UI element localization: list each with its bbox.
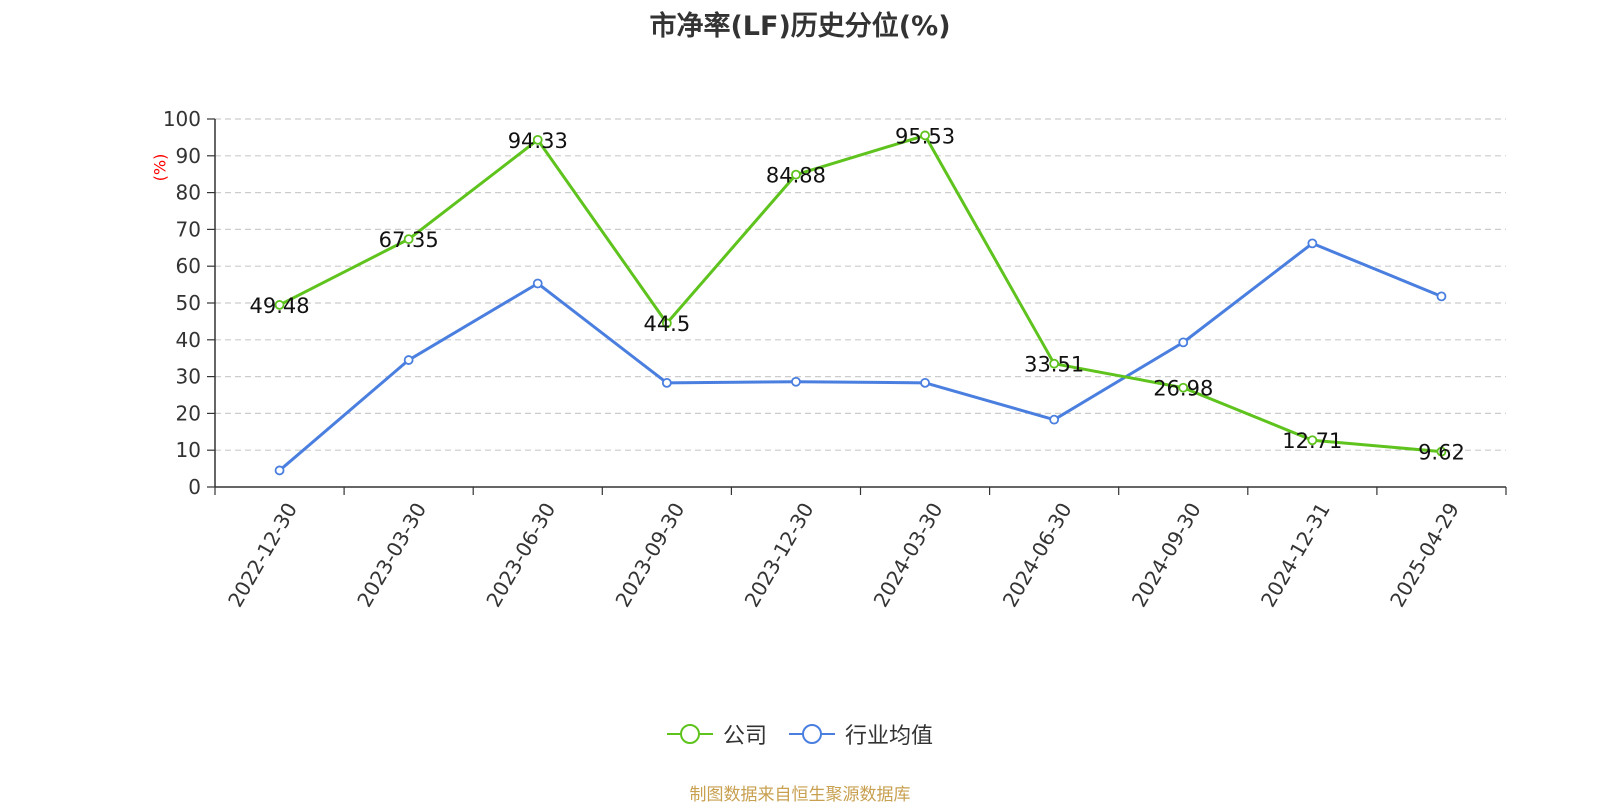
data-point-company [920, 130, 930, 141]
x-tick-label: 2023-06-30 [481, 499, 560, 612]
legend-symbol-company [666, 724, 713, 744]
y-tick-label: 80 [176, 181, 201, 205]
y-tick-label: 30 [176, 365, 201, 389]
data-label-company: 84.88 [766, 164, 826, 188]
data-point-industry-avg [1307, 238, 1318, 249]
x-tick-label: 2023-12-30 [740, 499, 819, 612]
legend-symbol-industry-avg [789, 724, 835, 744]
data-source-note: 制图数据来自恒生聚源数据库 [689, 785, 911, 805]
data-point-company [1178, 382, 1189, 393]
y-tick-label: 100 [163, 107, 201, 131]
legend-item-company[interactable]: 公司 [666, 718, 767, 750]
legend-item-industry-avg[interactable]: 行业均值 [789, 718, 933, 750]
data-point-industry-avg [661, 377, 672, 388]
x-tick-label: 2023-03-30 [352, 499, 431, 612]
y-tick-label: 70 [176, 217, 201, 241]
data-point-industry-avg [532, 278, 543, 289]
data-label-company: 12.71 [1282, 429, 1342, 453]
data-point-industry-avg [274, 465, 285, 476]
data-point-industry-avg [1436, 291, 1447, 302]
data-point-industry-avg [1049, 414, 1060, 425]
chart-legend: 公司 行业均值 [0, 718, 1600, 750]
x-tick-label: 2023-09-30 [610, 499, 689, 612]
data-point-company [661, 318, 672, 329]
x-tick-label: 2024-09-30 [1127, 499, 1206, 612]
y-tick-label: 0 [188, 475, 201, 499]
x-tick-label: 2022-12-30 [223, 499, 302, 612]
line-chart: 0 10 20 30 40 50 60 70 80 90 100 2022-12-30 2023-03-… [163, 107, 1507, 612]
legend-label-industry-avg: 行业均值 [845, 724, 934, 749]
data-point-industry-avg [1178, 337, 1189, 348]
x-tick-label: 2024-03-30 [869, 499, 948, 612]
data-label-company: 67.35 [379, 228, 439, 252]
data-point-company [1307, 435, 1318, 446]
y-tick-label: 60 [176, 254, 201, 278]
data-point-company [1049, 358, 1060, 369]
y-tick-label: 10 [176, 438, 201, 462]
y-tick-label: 20 [176, 401, 201, 425]
data-label-company: 44.5 [643, 312, 690, 336]
data-point-company [791, 169, 801, 180]
x-tick-label: 2024-06-30 [998, 499, 1077, 612]
chart-title: 市净率(LF)历史分位(%) [649, 11, 951, 42]
data-point-industry-avg [791, 376, 801, 387]
x-tick-label: 2024-12-31 [1256, 499, 1335, 612]
data-point-company [1436, 446, 1447, 457]
data-label-company: 95.53 [895, 124, 955, 148]
data-label-company: 49.48 [249, 294, 309, 318]
data-label-company: 33.51 [1024, 353, 1084, 377]
data-point-company [403, 234, 414, 245]
data-point-industry-avg [403, 355, 414, 365]
series-line-company [278, 133, 1442, 454]
y-tick-label: 50 [176, 291, 201, 315]
data-label-company: 9.62 [1418, 441, 1465, 465]
data-point-industry-avg [920, 377, 930, 388]
legend-label-company: 公司 [722, 724, 767, 749]
y-tick-label: 90 [176, 144, 201, 168]
x-tick-label: 2025-04-29 [1385, 499, 1464, 612]
data-label-company: 94.33 [508, 129, 568, 153]
data-point-company [274, 300, 285, 310]
y-tick-label: 40 [176, 328, 201, 352]
data-point-company [532, 134, 543, 145]
data-label-company: 26.98 [1153, 377, 1213, 401]
series-line-industry-avg [278, 241, 1443, 472]
